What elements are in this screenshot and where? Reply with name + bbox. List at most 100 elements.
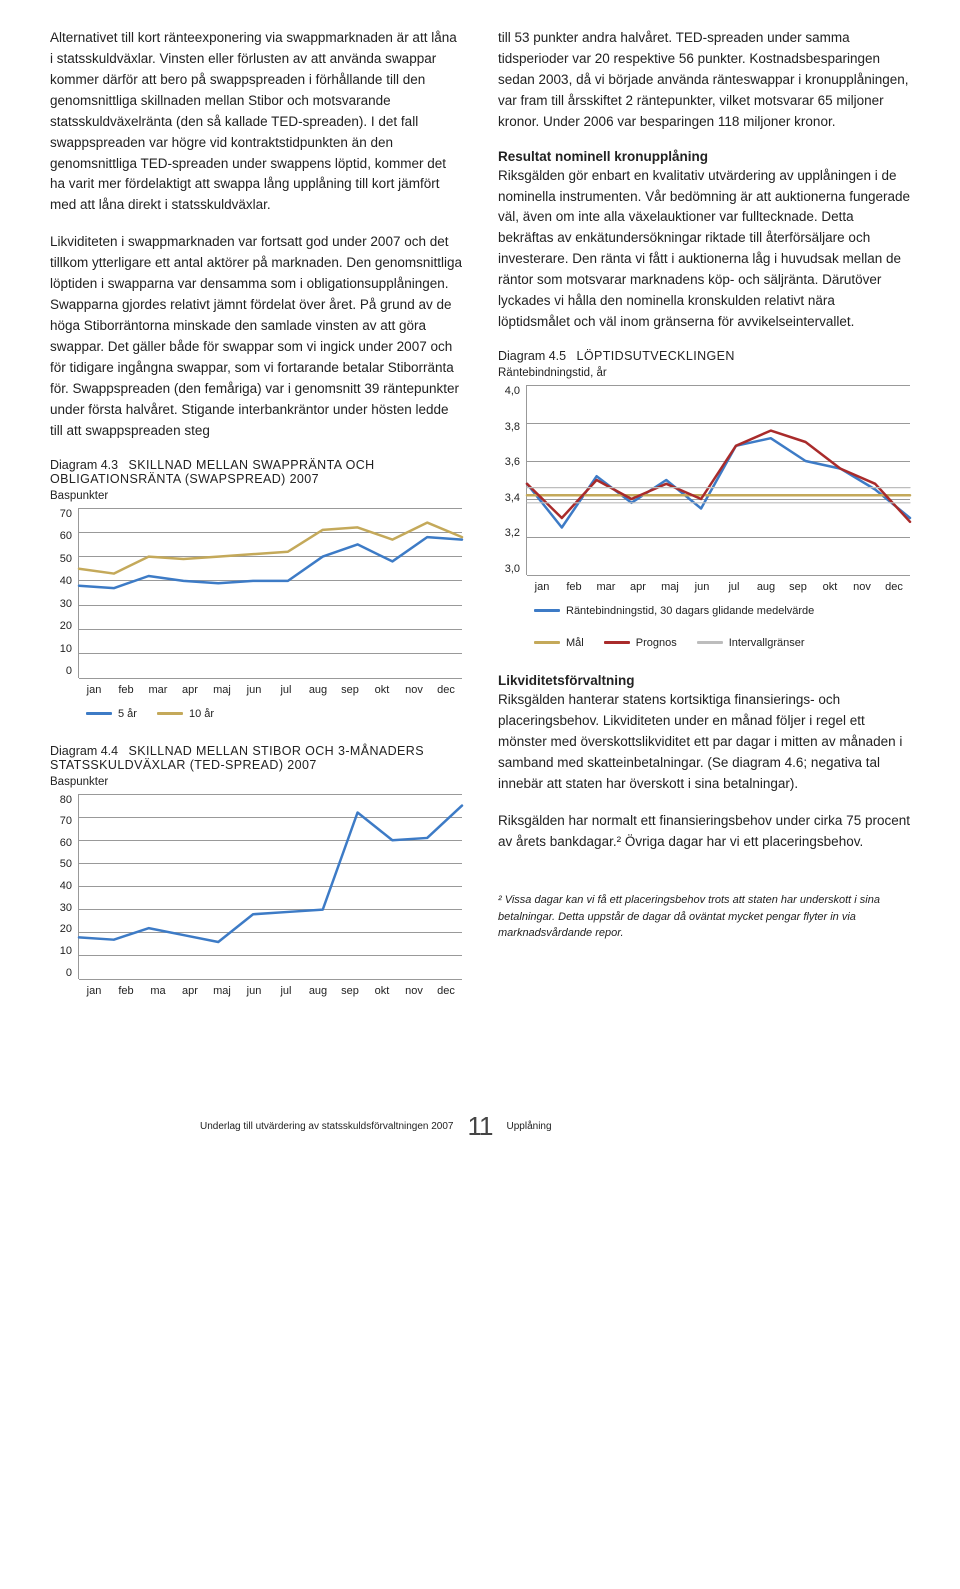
diagram-4-4: Diagram 4.4 SKILLNAD MELLAN STIBOR OCH 3… [50, 744, 462, 997]
legend-label: Mål [566, 637, 584, 649]
heading-likviditet: Likviditetsförvaltning [498, 673, 910, 688]
diagram-4-3-plot-area [78, 508, 462, 678]
legend-swatch [697, 641, 723, 644]
diagram-4-4-y-axis: 80706050403020100 [50, 794, 78, 979]
diagram-4-5-ytick: 3,4 [505, 492, 520, 504]
diagram-4-5-xtick: mar [590, 581, 622, 593]
diagram-4-5-legend-item: Mål [534, 637, 584, 649]
diagram-4-5-ylabel: Räntebindningstid, år [498, 367, 910, 379]
diagram-4-5-legend-item: Intervallgränser [697, 637, 805, 649]
footer-left-text: Underlag till utvärdering av statsskulds… [50, 1121, 454, 1132]
diagram-4-5-xtick: jul [718, 581, 750, 593]
right-para-1: till 53 punkter andra halvåret. TED-spre… [498, 28, 910, 133]
diagram-4-3-xtick: mar [142, 684, 174, 696]
diagram-4-3: Diagram 4.3 SKILLNAD MELLAN SWAPPRÄNTA O… [50, 458, 462, 720]
diagram-4-5-legend-item: Prognos [604, 637, 677, 649]
footer-right-text: Upplåning [507, 1121, 911, 1132]
diagram-4-5-legend: Räntebindningstid, 30 dagars glidande me… [498, 605, 910, 649]
diagram-4-3-prefix: Diagram 4.3 [50, 458, 118, 472]
diagram-4-4-prefix: Diagram 4.4 [50, 744, 118, 758]
diagram-4-4-ytick: 10 [60, 945, 72, 957]
diagram-4-3-xtick: nov [398, 684, 430, 696]
diagram-4-5-xtick: jan [526, 581, 558, 593]
diagram-4-5-legend-item: Räntebindningstid, 30 dagars glidande me… [534, 605, 910, 617]
right-para-4: Riksgälden har normalt ett finansierings… [498, 811, 910, 853]
legend-swatch [534, 609, 560, 612]
right-para-2: Riksgälden gör enbart en kvalitativ utvä… [498, 166, 910, 333]
diagram-4-5-ytick: 3,0 [505, 563, 520, 575]
diagram-4-4-ytick: 20 [60, 923, 72, 935]
diagram-4-5-xtick: okt [814, 581, 846, 593]
diagram-4-5-prefix: Diagram 4.5 [498, 349, 566, 363]
diagram-4-4-ytick: 70 [60, 815, 72, 827]
legend-label: Räntebindningstid, 30 dagars glidande me… [566, 605, 814, 617]
diagram-4-4-x-axis: janfebmaaprmajjunjulaugsepoktnovdec [50, 985, 462, 997]
legend-label: 10 år [189, 708, 214, 720]
diagram-4-5-xtick: dec [878, 581, 910, 593]
diagram-4-3-xtick: jul [270, 684, 302, 696]
legend-swatch [157, 712, 183, 715]
page-footer: Underlag till utvärdering av statsskulds… [50, 1111, 910, 1142]
legend-swatch [604, 641, 630, 644]
diagram-4-3-x-axis: janfebmaraprmajjunjulaugsepoktnovdec [50, 684, 462, 696]
diagram-4-3-ytick: 50 [60, 553, 72, 565]
diagram-4-4-xtick: jan [78, 985, 110, 997]
page-number: 11 [468, 1111, 493, 1142]
diagram-4-4-ytick: 80 [60, 794, 72, 806]
diagram-4-3-xtick: sep [334, 684, 366, 696]
footnote-2: ² Vissa dagar kan vi få ett placeringsbe… [498, 892, 910, 942]
diagram-4-5-plot-area [526, 385, 910, 575]
diagram-4-4-xtick: nov [398, 985, 430, 997]
diagram-4-4-ytick: 0 [66, 967, 72, 979]
diagram-4-3-ytick: 60 [60, 530, 72, 542]
diagram-4-3-ytick: 30 [60, 598, 72, 610]
diagram-4-5: Diagram 4.5 LÖPTIDSUTVECKLINGEN Räntebin… [498, 349, 910, 649]
legend-label: Prognos [636, 637, 677, 649]
right-column: till 53 punkter andra halvåret. TED-spre… [498, 28, 910, 1021]
diagram-4-4-xtick: maj [206, 985, 238, 997]
diagram-4-5-xtick: nov [846, 581, 878, 593]
diagram-4-3-ytick: 10 [60, 643, 72, 655]
diagram-4-5-xtick: jun [686, 581, 718, 593]
diagram-4-5-ytick: 3,6 [505, 456, 520, 468]
legend-label: 5 år [118, 708, 137, 720]
diagram-4-4-series-line [79, 805, 462, 941]
diagram-4-4-xtick: feb [110, 985, 142, 997]
diagram-4-3-series-line [79, 522, 462, 573]
diagram-4-3-xtick: maj [206, 684, 238, 696]
diagram-4-3-xtick: apr [174, 684, 206, 696]
diagram-4-3-ytick: 20 [60, 620, 72, 632]
diagram-4-3-xtick: okt [366, 684, 398, 696]
diagram-4-3-xtick: aug [302, 684, 334, 696]
diagram-4-4-xtick: ma [142, 985, 174, 997]
diagram-4-4-xtick: aug [302, 985, 334, 997]
diagram-4-5-xtick: sep [782, 581, 814, 593]
diagram-4-5-xtick: aug [750, 581, 782, 593]
diagram-4-3-xtick: feb [110, 684, 142, 696]
diagram-4-5-xtick: feb [558, 581, 590, 593]
diagram-4-5-xtick: apr [622, 581, 654, 593]
diagram-4-3-legend-item: 5 år [86, 708, 137, 720]
left-para-2: Likviditeten i swappmarknaden var fortsa… [50, 232, 462, 441]
diagram-4-3-legend-item: 10 år [157, 708, 214, 720]
diagram-4-5-y-axis: 4,03,83,63,43,23,0 [498, 385, 526, 575]
legend-label: Intervallgränser [729, 637, 805, 649]
diagram-4-5-xtick: maj [654, 581, 686, 593]
diagram-4-4-plot-area [78, 794, 462, 979]
legend-swatch [86, 712, 112, 715]
diagram-4-3-ytick: 40 [60, 575, 72, 587]
diagram-4-4-xtick: jul [270, 985, 302, 997]
diagram-4-4-ylabel: Baspunkter [50, 776, 462, 788]
diagram-4-4-xtick: dec [430, 985, 462, 997]
diagram-4-4-xtick: jun [238, 985, 270, 997]
left-para-1: Alternativet till kort ränteexponering v… [50, 28, 462, 216]
diagram-4-4-xtick: okt [366, 985, 398, 997]
diagram-4-3-ytick: 0 [66, 665, 72, 677]
diagram-4-5-caption: LÖPTIDSUTVECKLINGEN [577, 349, 735, 363]
diagram-4-3-xtick: jun [238, 684, 270, 696]
diagram-4-3-xtick: jan [78, 684, 110, 696]
diagram-4-4-ytick: 50 [60, 858, 72, 870]
diagram-4-4-xtick: sep [334, 985, 366, 997]
diagram-4-4-ytick: 40 [60, 880, 72, 892]
diagram-4-3-legend: 5 år 10 år [50, 708, 462, 720]
